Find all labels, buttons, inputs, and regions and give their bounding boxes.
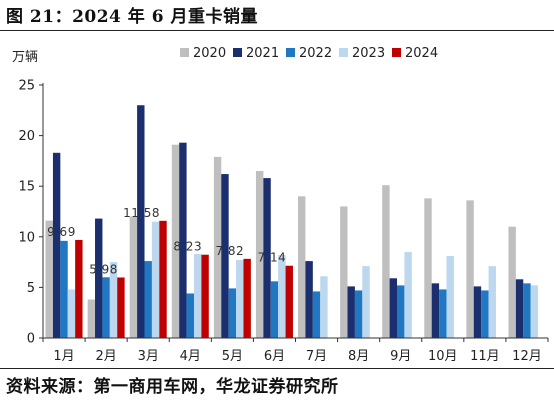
bar-2022-5 <box>228 288 237 338</box>
data-label-2024-6: 7.14 <box>258 251 287 265</box>
bar-2020-4 <box>171 144 180 338</box>
heavy-truck-sales-bar-chart: 9.69 5.98 11.58 8.23 7.82 7.14 0 5 10 15 20 25 万辆 1月… <box>12 46 549 364</box>
bar-2023-11 <box>488 266 496 338</box>
bar-2022-8 <box>354 290 363 338</box>
legend-label-2023: 2023 <box>352 46 385 61</box>
bar-series-group <box>45 105 539 339</box>
source-divider <box>0 368 554 369</box>
bar-2022-2 <box>102 277 110 338</box>
bar-2020-7 <box>298 196 306 338</box>
bar-2023-3 <box>151 221 160 338</box>
x-tick-label: 1月 <box>53 349 74 364</box>
y-tick-label: 15 <box>18 180 35 195</box>
bar-2020-10 <box>424 198 432 338</box>
bar-2020-12 <box>508 226 516 338</box>
bar-2022-12 <box>523 283 531 338</box>
data-label-group: 9.69 5.98 11.58 8.23 7.82 7.14 <box>47 206 286 277</box>
bar-2023-5 <box>236 260 244 338</box>
y-tick-label: 0 <box>27 332 35 347</box>
bar-2020-1 <box>45 220 53 338</box>
bar-2021-10 <box>431 283 440 338</box>
bar-2020-3 <box>129 216 138 338</box>
bar-2024-4 <box>201 254 209 338</box>
bar-2020-9 <box>382 185 390 338</box>
bar-2022-9 <box>397 285 405 338</box>
bar-2024-6 <box>285 265 293 338</box>
bar-2023-9 <box>404 251 412 338</box>
bar-2024-5 <box>243 258 251 338</box>
legend-swatch-2023 <box>339 48 348 57</box>
bar-2021-6 <box>263 178 271 338</box>
y-tick-label: 25 <box>18 79 35 94</box>
y-axis-unit-label: 万辆 <box>12 50 38 65</box>
y-tick-label: 20 <box>18 129 35 144</box>
bar-2021-2 <box>95 218 103 338</box>
legend-label-2024: 2024 <box>405 46 438 61</box>
axes-group: 0 5 10 15 20 25 万辆 1月 2月 3月 4月 5月 6月 7月 8月 9月 10月 11月 12月 <box>12 50 549 364</box>
bar-2020-2 <box>87 299 96 338</box>
bar-2020-6 <box>255 171 264 338</box>
x-tick-label: 12月 <box>512 349 542 364</box>
bar-2024-3 <box>159 220 167 338</box>
bar-2023-6 <box>278 255 286 338</box>
bar-2021-5 <box>221 174 229 338</box>
bar-2023-1 <box>67 289 76 338</box>
x-tick-label: 4月 <box>180 349 201 364</box>
bar-2022-7 <box>312 291 321 338</box>
x-tick-label: 7月 <box>306 349 327 364</box>
x-tick-label: 6月 <box>264 349 285 364</box>
x-tick-label: 10月 <box>428 349 458 364</box>
bar-2023-2 <box>109 262 118 338</box>
data-label-2024-4: 8.23 <box>173 240 202 254</box>
x-tick-label: 9月 <box>390 349 411 364</box>
legend-swatch-2022 <box>286 48 295 57</box>
bar-2021-7 <box>305 261 313 338</box>
bar-2020-5 <box>213 156 222 338</box>
bar-2020-11 <box>466 200 474 338</box>
bar-2023-12 <box>530 285 539 338</box>
bar-2021-9 <box>389 278 398 338</box>
bar-2023-8 <box>362 266 370 338</box>
legend-swatch-2020 <box>180 48 189 57</box>
bar-2021-8 <box>347 286 355 338</box>
x-tick-label: 5月 <box>222 349 243 364</box>
figure-title: 图 21：2024 年 6 月重卡销量 <box>6 7 258 27</box>
x-tick-label: 8月 <box>348 349 369 364</box>
title-divider <box>0 30 554 31</box>
bar-2022-3 <box>144 261 152 338</box>
legend-swatch-2024 <box>392 48 401 57</box>
data-label-2024-5: 7.82 <box>215 244 244 258</box>
data-label-2024-3: 11.58 <box>123 206 160 220</box>
bar-2022-10 <box>439 289 447 338</box>
x-tick-label: 3月 <box>138 349 159 364</box>
bar-2020-8 <box>340 206 348 338</box>
y-tick-label: 10 <box>18 230 35 245</box>
bar-2022-6 <box>270 281 279 338</box>
x-tick-label: 11月 <box>470 349 500 364</box>
legend-label-2021: 2021 <box>246 46 279 61</box>
legend-swatch-2021 <box>233 48 242 57</box>
bar-2021-12 <box>515 279 524 338</box>
figure-source: 资料来源：第一商用车网，华龙证券研究所 <box>6 377 339 397</box>
bar-2021-1 <box>52 152 61 338</box>
bar-2021-4 <box>179 142 187 338</box>
bar-2022-11 <box>481 290 489 338</box>
bar-2024-1 <box>75 239 83 338</box>
data-label-2024-1: 9.69 <box>47 225 76 239</box>
data-label-2024-2: 5.98 <box>89 262 118 276</box>
bar-2024-2 <box>117 277 125 338</box>
bar-2022-1 <box>60 240 68 338</box>
legend-label-2020: 2020 <box>193 46 226 61</box>
bar-2021-11 <box>473 286 482 338</box>
bar-2023-7 <box>320 276 328 338</box>
legend: 2020 2021 2022 2023 2024 <box>180 46 438 61</box>
bar-2023-4 <box>193 254 202 338</box>
legend-label-2022: 2022 <box>299 46 332 61</box>
y-tick-label: 5 <box>27 281 35 296</box>
bar-2021-3 <box>137 105 145 339</box>
bar-2022-4 <box>186 293 194 338</box>
bar-2023-10 <box>446 256 454 338</box>
x-tick-label: 2月 <box>95 349 116 364</box>
